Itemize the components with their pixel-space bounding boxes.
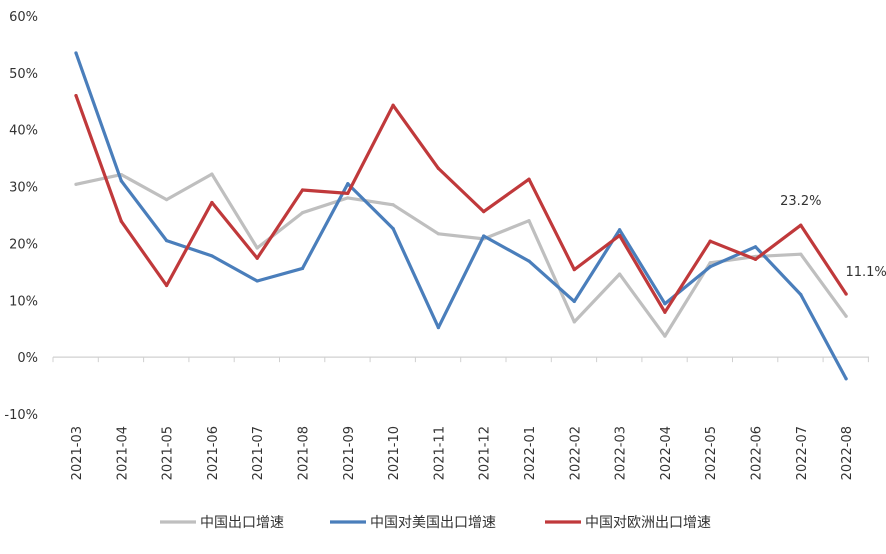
data-point xyxy=(74,94,78,98)
data-point xyxy=(799,252,803,256)
y-tick-label: 60% xyxy=(9,10,38,25)
x-tick-label: 2021-05 xyxy=(161,426,176,480)
x-tick-label: 2022-01 xyxy=(523,426,538,480)
x-tick-label: 2022-07 xyxy=(795,426,810,480)
y-tick-label: 40% xyxy=(9,124,38,139)
data-label: 23.2% xyxy=(780,194,821,209)
data-point xyxy=(708,239,712,243)
data-point xyxy=(663,302,667,306)
data-point xyxy=(663,334,667,338)
data-point xyxy=(210,172,214,176)
data-point xyxy=(799,293,803,297)
x-tick-label: 2022-02 xyxy=(568,426,583,480)
data-point xyxy=(663,310,667,314)
data-point xyxy=(165,198,169,202)
x-tick-label: 2021-07 xyxy=(251,426,266,480)
x-tick-label: 2022-05 xyxy=(704,426,719,480)
y-tick-label: 20% xyxy=(9,237,38,252)
legend-item: 中国对美国出口增速 xyxy=(330,515,496,531)
data-point xyxy=(391,103,395,107)
x-tick-label: 2021-10 xyxy=(387,426,402,480)
data-point xyxy=(119,219,123,223)
x-tick-label: 2022-03 xyxy=(614,426,629,480)
x-tick-label: 2021-08 xyxy=(297,426,312,480)
legend-label: 中国对美国出口增速 xyxy=(370,515,496,531)
data-point xyxy=(844,377,848,381)
data-point xyxy=(346,191,350,195)
data-point xyxy=(74,182,78,186)
data-point xyxy=(482,209,486,214)
series-line-2 xyxy=(74,51,848,381)
y-tick-label: 0% xyxy=(17,351,38,366)
data-label: 11.1% xyxy=(845,265,886,280)
data-point xyxy=(799,223,803,227)
data-point xyxy=(119,179,123,183)
y-tick-label: -10% xyxy=(4,408,38,423)
y-tick-label: 10% xyxy=(9,294,38,309)
data-point xyxy=(482,234,486,238)
x-tick-label: 2021-12 xyxy=(478,426,493,480)
y-axis: -10% 0% 10% 20% 30% 40% 50% 60% xyxy=(4,10,38,423)
data-point xyxy=(572,267,576,272)
data-point xyxy=(210,200,214,205)
x-tick-label: 2021-03 xyxy=(70,426,85,480)
y-tick-label: 50% xyxy=(9,67,38,82)
data-point xyxy=(572,320,576,324)
data-point xyxy=(391,227,395,231)
x-tick-label: 2022-04 xyxy=(659,426,674,480)
x-axis: 2021-03 2021-04 2021-05 2021-06 2021-07 2021-… xyxy=(52,356,870,480)
data-point xyxy=(753,257,758,261)
data-point xyxy=(255,279,259,283)
legend-item: 中国对欧洲出口增速 xyxy=(545,515,711,531)
x-tick-label: 2022-08 xyxy=(840,426,855,480)
data-point xyxy=(165,283,169,288)
data-point xyxy=(74,51,78,55)
data-point xyxy=(436,166,440,170)
legend-item: 中国出口增速 xyxy=(160,515,284,531)
annotation-layer: 23.2% 11.1% xyxy=(780,194,886,280)
data-point xyxy=(391,203,395,207)
data-point xyxy=(255,256,259,260)
x-tick-label: 2021-06 xyxy=(206,426,221,480)
data-point xyxy=(165,238,169,243)
data-point xyxy=(572,299,576,304)
data-point xyxy=(346,182,350,186)
data-point xyxy=(844,292,848,296)
data-point xyxy=(618,228,622,232)
series-line-3 xyxy=(74,93,848,314)
series-line-1 xyxy=(74,172,848,338)
data-point xyxy=(527,219,531,223)
legend-label: 中国对欧洲出口增速 xyxy=(585,515,711,531)
data-point xyxy=(527,259,531,263)
legend-label: 中国出口增速 xyxy=(200,515,284,531)
data-point xyxy=(346,196,350,200)
x-tick-label: 2022-06 xyxy=(750,426,765,480)
x-tick-label: 2021-04 xyxy=(115,426,130,480)
series-layer xyxy=(74,51,848,381)
data-point xyxy=(436,325,440,330)
data-point xyxy=(300,266,305,271)
x-tick-label: 2021-09 xyxy=(342,426,357,480)
data-point xyxy=(210,254,214,258)
data-point xyxy=(255,246,259,250)
y-tick-label: 30% xyxy=(9,181,38,196)
data-point xyxy=(436,232,440,236)
data-point xyxy=(708,265,712,269)
data-point xyxy=(753,245,758,249)
legend: 中国出口增速 中国对美国出口增速 中国对欧洲出口增速 xyxy=(160,515,711,531)
data-point xyxy=(618,233,622,238)
data-point xyxy=(708,261,712,265)
data-point xyxy=(300,188,305,192)
x-tick-label: 2021-11 xyxy=(432,426,447,480)
data-point xyxy=(300,211,305,215)
data-point xyxy=(844,314,848,318)
data-point xyxy=(618,272,622,276)
data-point xyxy=(527,177,531,181)
